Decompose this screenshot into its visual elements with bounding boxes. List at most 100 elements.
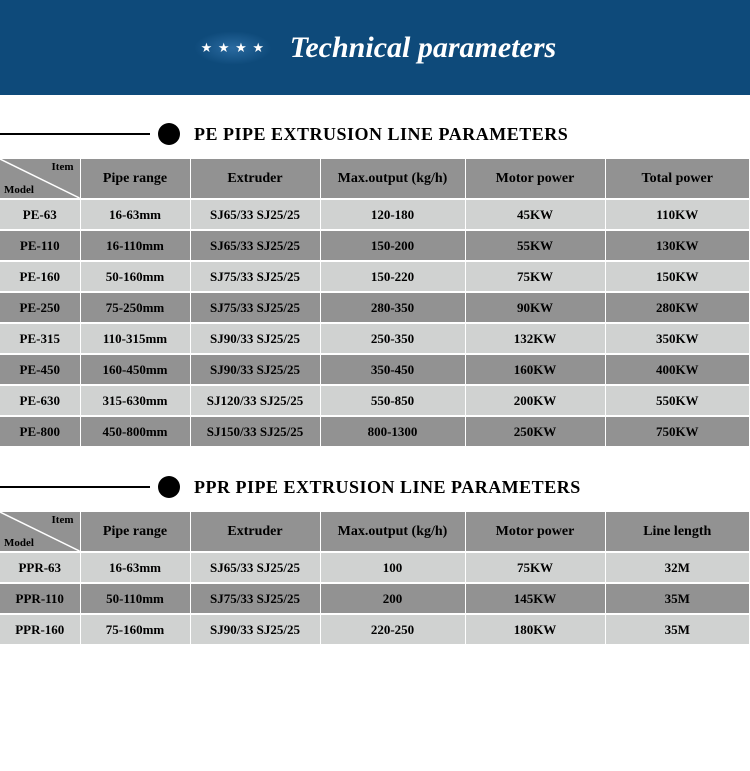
column-header: Extruder	[190, 512, 320, 552]
value-cell: SJ90/33 SJ25/25	[190, 614, 320, 645]
diag-bottom-label: Model	[4, 537, 34, 549]
model-cell: PPR-63	[0, 552, 80, 583]
value-cell: 32M	[605, 552, 750, 583]
value-cell: SJ75/33 SJ25/25	[190, 583, 320, 614]
value-cell: SJ75/33 SJ25/25	[190, 261, 320, 292]
banner: ★ ★ ★ ★ Technical parameters	[0, 0, 750, 95]
value-cell: 75KW	[465, 261, 605, 292]
model-cell: PE-315	[0, 323, 80, 354]
section-title: PE PIPE EXTRUSION LINE PARAMETERS	[194, 124, 568, 145]
value-cell: 180KW	[465, 614, 605, 645]
table-row: PPR-16075-160mmSJ90/33 SJ25/25220-250180…	[0, 614, 750, 645]
column-header: Pipe range	[80, 159, 190, 199]
section-header: PPR PIPE EXTRUSION LINE PARAMETERS	[0, 476, 750, 498]
diag-top-label: Item	[52, 161, 74, 173]
value-cell: 110KW	[605, 199, 750, 230]
table-row: PPR-11050-110mmSJ75/33 SJ25/25200145KW35…	[0, 583, 750, 614]
value-cell: SJ90/33 SJ25/25	[190, 354, 320, 385]
table-row: PPR-6316-63mmSJ65/33 SJ25/2510075KW32M	[0, 552, 750, 583]
value-cell: 75-160mm	[80, 614, 190, 645]
table-row: PE-11016-110mmSJ65/33 SJ25/25150-20055KW…	[0, 230, 750, 261]
value-cell: SJ90/33 SJ25/25	[190, 323, 320, 354]
value-cell: 110-315mm	[80, 323, 190, 354]
value-cell: 315-630mm	[80, 385, 190, 416]
column-header: Motor power	[465, 159, 605, 199]
value-cell: 250-350	[320, 323, 465, 354]
column-header: Extruder	[190, 159, 320, 199]
value-cell: 400KW	[605, 354, 750, 385]
model-cell: PE-63	[0, 199, 80, 230]
value-cell: 16-63mm	[80, 552, 190, 583]
value-cell: 200KW	[465, 385, 605, 416]
section-header: PE PIPE EXTRUSION LINE PARAMETERS	[0, 123, 750, 145]
section-line	[0, 133, 150, 135]
value-cell: 800-1300	[320, 416, 465, 447]
section-dot-icon	[158, 476, 180, 498]
value-cell: SJ65/33 SJ25/25	[190, 552, 320, 583]
table-row: PE-450160-450mmSJ90/33 SJ25/25350-450160…	[0, 354, 750, 385]
parameters-table: Item Model Pipe rangeExtruderMax.output (k…	[0, 159, 750, 448]
value-cell: 120-180	[320, 199, 465, 230]
value-cell: 350-450	[320, 354, 465, 385]
value-cell: 145KW	[465, 583, 605, 614]
parameters-table: Item Model Pipe rangeExtruderMax.output (k…	[0, 512, 750, 646]
value-cell: 35M	[605, 614, 750, 645]
value-cell: 150-200	[320, 230, 465, 261]
value-cell: SJ75/33 SJ25/25	[190, 292, 320, 323]
value-cell: 50-110mm	[80, 583, 190, 614]
value-cell: 45KW	[465, 199, 605, 230]
model-cell: PE-110	[0, 230, 80, 261]
model-cell: PPR-110	[0, 583, 80, 614]
table-row: PE-16050-160mmSJ75/33 SJ25/25150-22075KW…	[0, 261, 750, 292]
model-cell: PE-800	[0, 416, 80, 447]
diag-header-cell: Item Model	[0, 512, 80, 552]
value-cell: 75-250mm	[80, 292, 190, 323]
stars-icon: ★ ★ ★ ★	[201, 40, 265, 56]
diag-bottom-label: Model	[4, 184, 34, 196]
value-cell: 220-250	[320, 614, 465, 645]
value-cell: 55KW	[465, 230, 605, 261]
diag-top-label: Item	[52, 514, 74, 526]
column-header: Pipe range	[80, 512, 190, 552]
value-cell: 350KW	[605, 323, 750, 354]
model-cell: PPR-160	[0, 614, 80, 645]
model-cell: PE-630	[0, 385, 80, 416]
value-cell: 132KW	[465, 323, 605, 354]
section-title: PPR PIPE EXTRUSION LINE PARAMETERS	[194, 477, 581, 498]
value-cell: 16-110mm	[80, 230, 190, 261]
value-cell: 280KW	[605, 292, 750, 323]
table-row: PE-315110-315mmSJ90/33 SJ25/25250-350132…	[0, 323, 750, 354]
column-header: Max.output (kg/h)	[320, 512, 465, 552]
section-dot-icon	[158, 123, 180, 145]
value-cell: 450-800mm	[80, 416, 190, 447]
value-cell: SJ120/33 SJ25/25	[190, 385, 320, 416]
model-cell: PE-250	[0, 292, 80, 323]
table-row: PE-25075-250mmSJ75/33 SJ25/25280-35090KW…	[0, 292, 750, 323]
value-cell: 16-63mm	[80, 199, 190, 230]
value-cell: SJ65/33 SJ25/25	[190, 199, 320, 230]
section-line	[0, 486, 150, 488]
table-row: PE-630315-630mmSJ120/33 SJ25/25550-85020…	[0, 385, 750, 416]
value-cell: 160KW	[465, 354, 605, 385]
value-cell: 200	[320, 583, 465, 614]
value-cell: 150-220	[320, 261, 465, 292]
model-cell: PE-160	[0, 261, 80, 292]
value-cell: 150KW	[605, 261, 750, 292]
column-header: Line length	[605, 512, 750, 552]
table-row: PE-800450-800mmSJ150/33 SJ25/25800-13002…	[0, 416, 750, 447]
table-row: PE-6316-63mmSJ65/33 SJ25/25120-18045KW11…	[0, 199, 750, 230]
value-cell: 35M	[605, 583, 750, 614]
logo-ellipse: ★ ★ ★ ★	[194, 31, 272, 65]
value-cell: 50-160mm	[80, 261, 190, 292]
value-cell: 750KW	[605, 416, 750, 447]
value-cell: 550KW	[605, 385, 750, 416]
column-header: Max.output (kg/h)	[320, 159, 465, 199]
model-cell: PE-450	[0, 354, 80, 385]
value-cell: 100	[320, 552, 465, 583]
value-cell: 160-450mm	[80, 354, 190, 385]
value-cell: 90KW	[465, 292, 605, 323]
value-cell: 250KW	[465, 416, 605, 447]
value-cell: 550-850	[320, 385, 465, 416]
value-cell: 280-350	[320, 292, 465, 323]
value-cell: SJ150/33 SJ25/25	[190, 416, 320, 447]
